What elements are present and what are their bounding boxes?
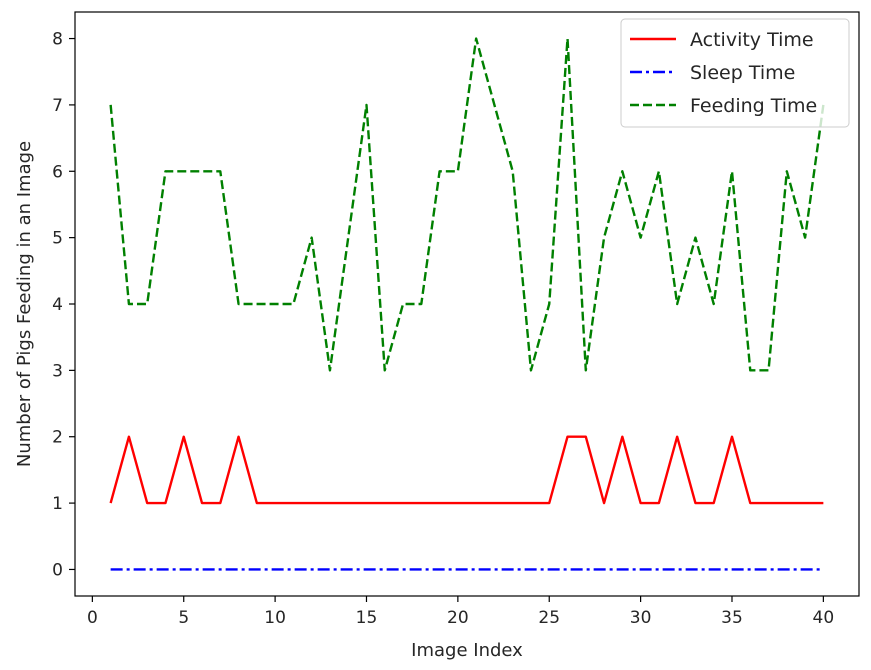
- series-layer: [109, 37, 825, 571]
- legend-label-1: Sleep Time: [690, 62, 795, 84]
- legend-label-0: Activity Time: [690, 29, 814, 51]
- legend: Activity Time Sleep Time Feeding Time: [620, 18, 850, 128]
- x-tick-label: 35: [721, 608, 743, 628]
- y-tick-label: 2: [52, 428, 63, 448]
- x-tick-label: 15: [356, 608, 378, 628]
- y-axis-label: Number of Pigs Feeding in an Image: [14, 141, 35, 467]
- x-tick-label: 25: [538, 608, 560, 628]
- x-axis-label: Image Index: [411, 640, 523, 661]
- x-tick-label: 10: [264, 608, 286, 628]
- legend-label-2: Feeding Time: [690, 95, 817, 117]
- x-tick-label: 30: [630, 608, 652, 628]
- y-tick-label: 4: [52, 295, 63, 315]
- series-line-2: [109, 37, 825, 372]
- x-tick-label: 40: [813, 608, 835, 628]
- x-tick-label: 0: [87, 608, 98, 628]
- y-tick-label: 3: [52, 361, 63, 381]
- y-tick-label: 6: [52, 162, 63, 182]
- y-tick-label: 1: [52, 494, 63, 514]
- y-tick-label: 7: [52, 96, 63, 116]
- y-tick-label: 8: [52, 30, 63, 50]
- x-tick-label: 20: [447, 608, 469, 628]
- series-line-0: [109, 435, 824, 505]
- y-axis-ticks: 0 1 2 3 4 5 6 7 8: [52, 30, 75, 580]
- legend-items: Activity Time Sleep Time Feeding Time: [630, 29, 817, 117]
- legend-frame: [620, 18, 850, 128]
- y-tick-label: 0: [52, 560, 63, 580]
- x-tick-label: 5: [178, 608, 189, 628]
- x-axis-ticks: 0 5 10 15 20 25 30 35 40: [87, 596, 834, 628]
- y-tick-label: 5: [52, 229, 63, 249]
